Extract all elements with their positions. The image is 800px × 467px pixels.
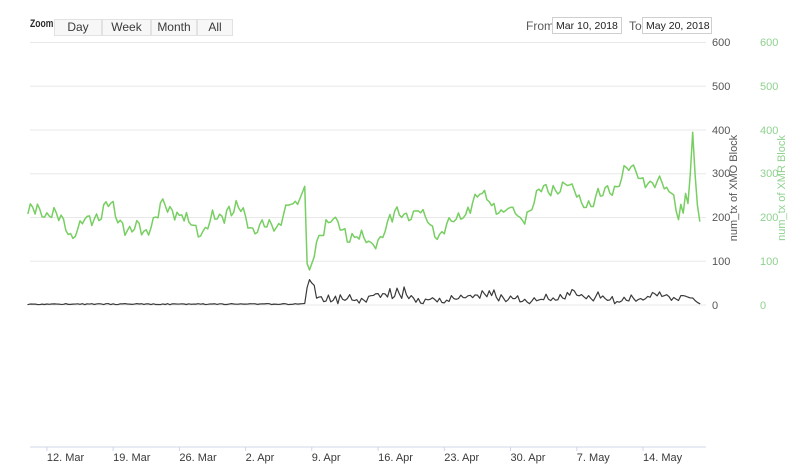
svg-text:26. Mar: 26. Mar [179,452,217,464]
svg-text:500: 500 [760,81,778,93]
svg-text:0: 0 [760,300,766,312]
svg-text:9. Apr: 9. Apr [312,452,341,464]
svg-text:7. May: 7. May [577,452,611,464]
svg-text:100: 100 [712,256,730,268]
svg-text:16. Apr: 16. Apr [378,452,413,464]
svg-text:500: 500 [712,81,730,93]
svg-text:30. Apr: 30. Apr [511,452,546,464]
svg-text:num_tx of XMR Block: num_tx of XMR Block [776,135,788,241]
svg-text:600: 600 [712,37,730,49]
svg-text:0: 0 [712,300,718,312]
svg-text:23. Apr: 23. Apr [444,452,479,464]
svg-text:600: 600 [760,37,778,49]
svg-text:100: 100 [760,256,778,268]
svg-text:12. Mar: 12. Mar [47,452,85,464]
svg-text:19. Mar: 19. Mar [113,452,151,464]
svg-text:2. Apr: 2. Apr [246,452,275,464]
svg-text:num_tx of XMO Block: num_tx of XMO Block [728,134,740,241]
svg-text:14. May: 14. May [643,452,683,464]
